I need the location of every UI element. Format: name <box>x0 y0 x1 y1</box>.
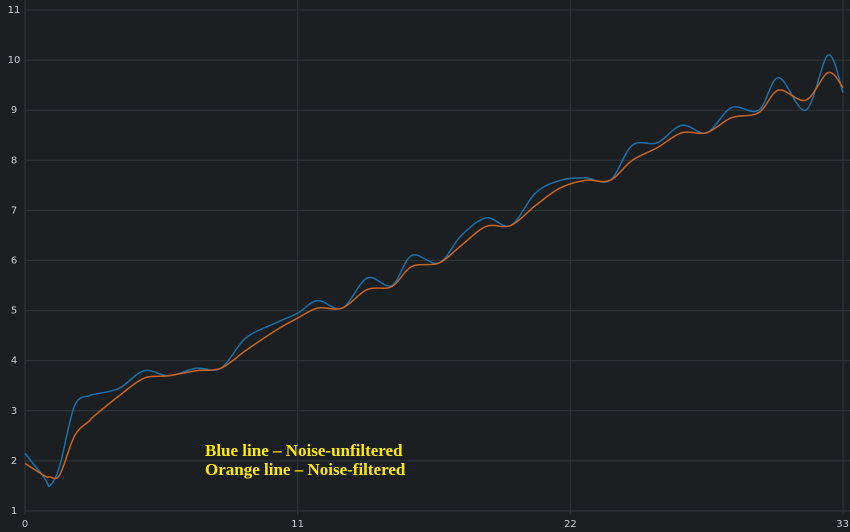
lines <box>24 54 844 488</box>
y-tick-label: 5 <box>11 306 17 317</box>
x-tick-label: 33 <box>836 519 849 530</box>
y-tick-label: 7 <box>11 205 17 216</box>
annotation: Blue line – Noise-unfiltered <box>205 441 403 460</box>
y-tick-label: 9 <box>11 105 17 116</box>
series-line <box>24 71 844 480</box>
y-tick-label: 11 <box>8 5 21 16</box>
x-tick-label: 22 <box>564 519 577 530</box>
grid: 1 2 3 4 5 6 7 8 9 10 11 0 11 22 33 <box>8 0 850 530</box>
y-tick-label: 8 <box>11 155 17 166</box>
y-tick-label: 2 <box>11 456 17 467</box>
annotation: Orange line – Noise-filtered <box>205 460 406 479</box>
x-tick-label: 11 <box>291 519 304 530</box>
y-tick-label: 10 <box>8 55 21 66</box>
x-tick-label: 0 <box>22 519 28 530</box>
y-tick-label: 6 <box>11 256 17 267</box>
y-tick-label: 4 <box>11 356 17 367</box>
y-tick-label: 3 <box>11 406 17 417</box>
y-tick-label: 1 <box>11 506 17 517</box>
